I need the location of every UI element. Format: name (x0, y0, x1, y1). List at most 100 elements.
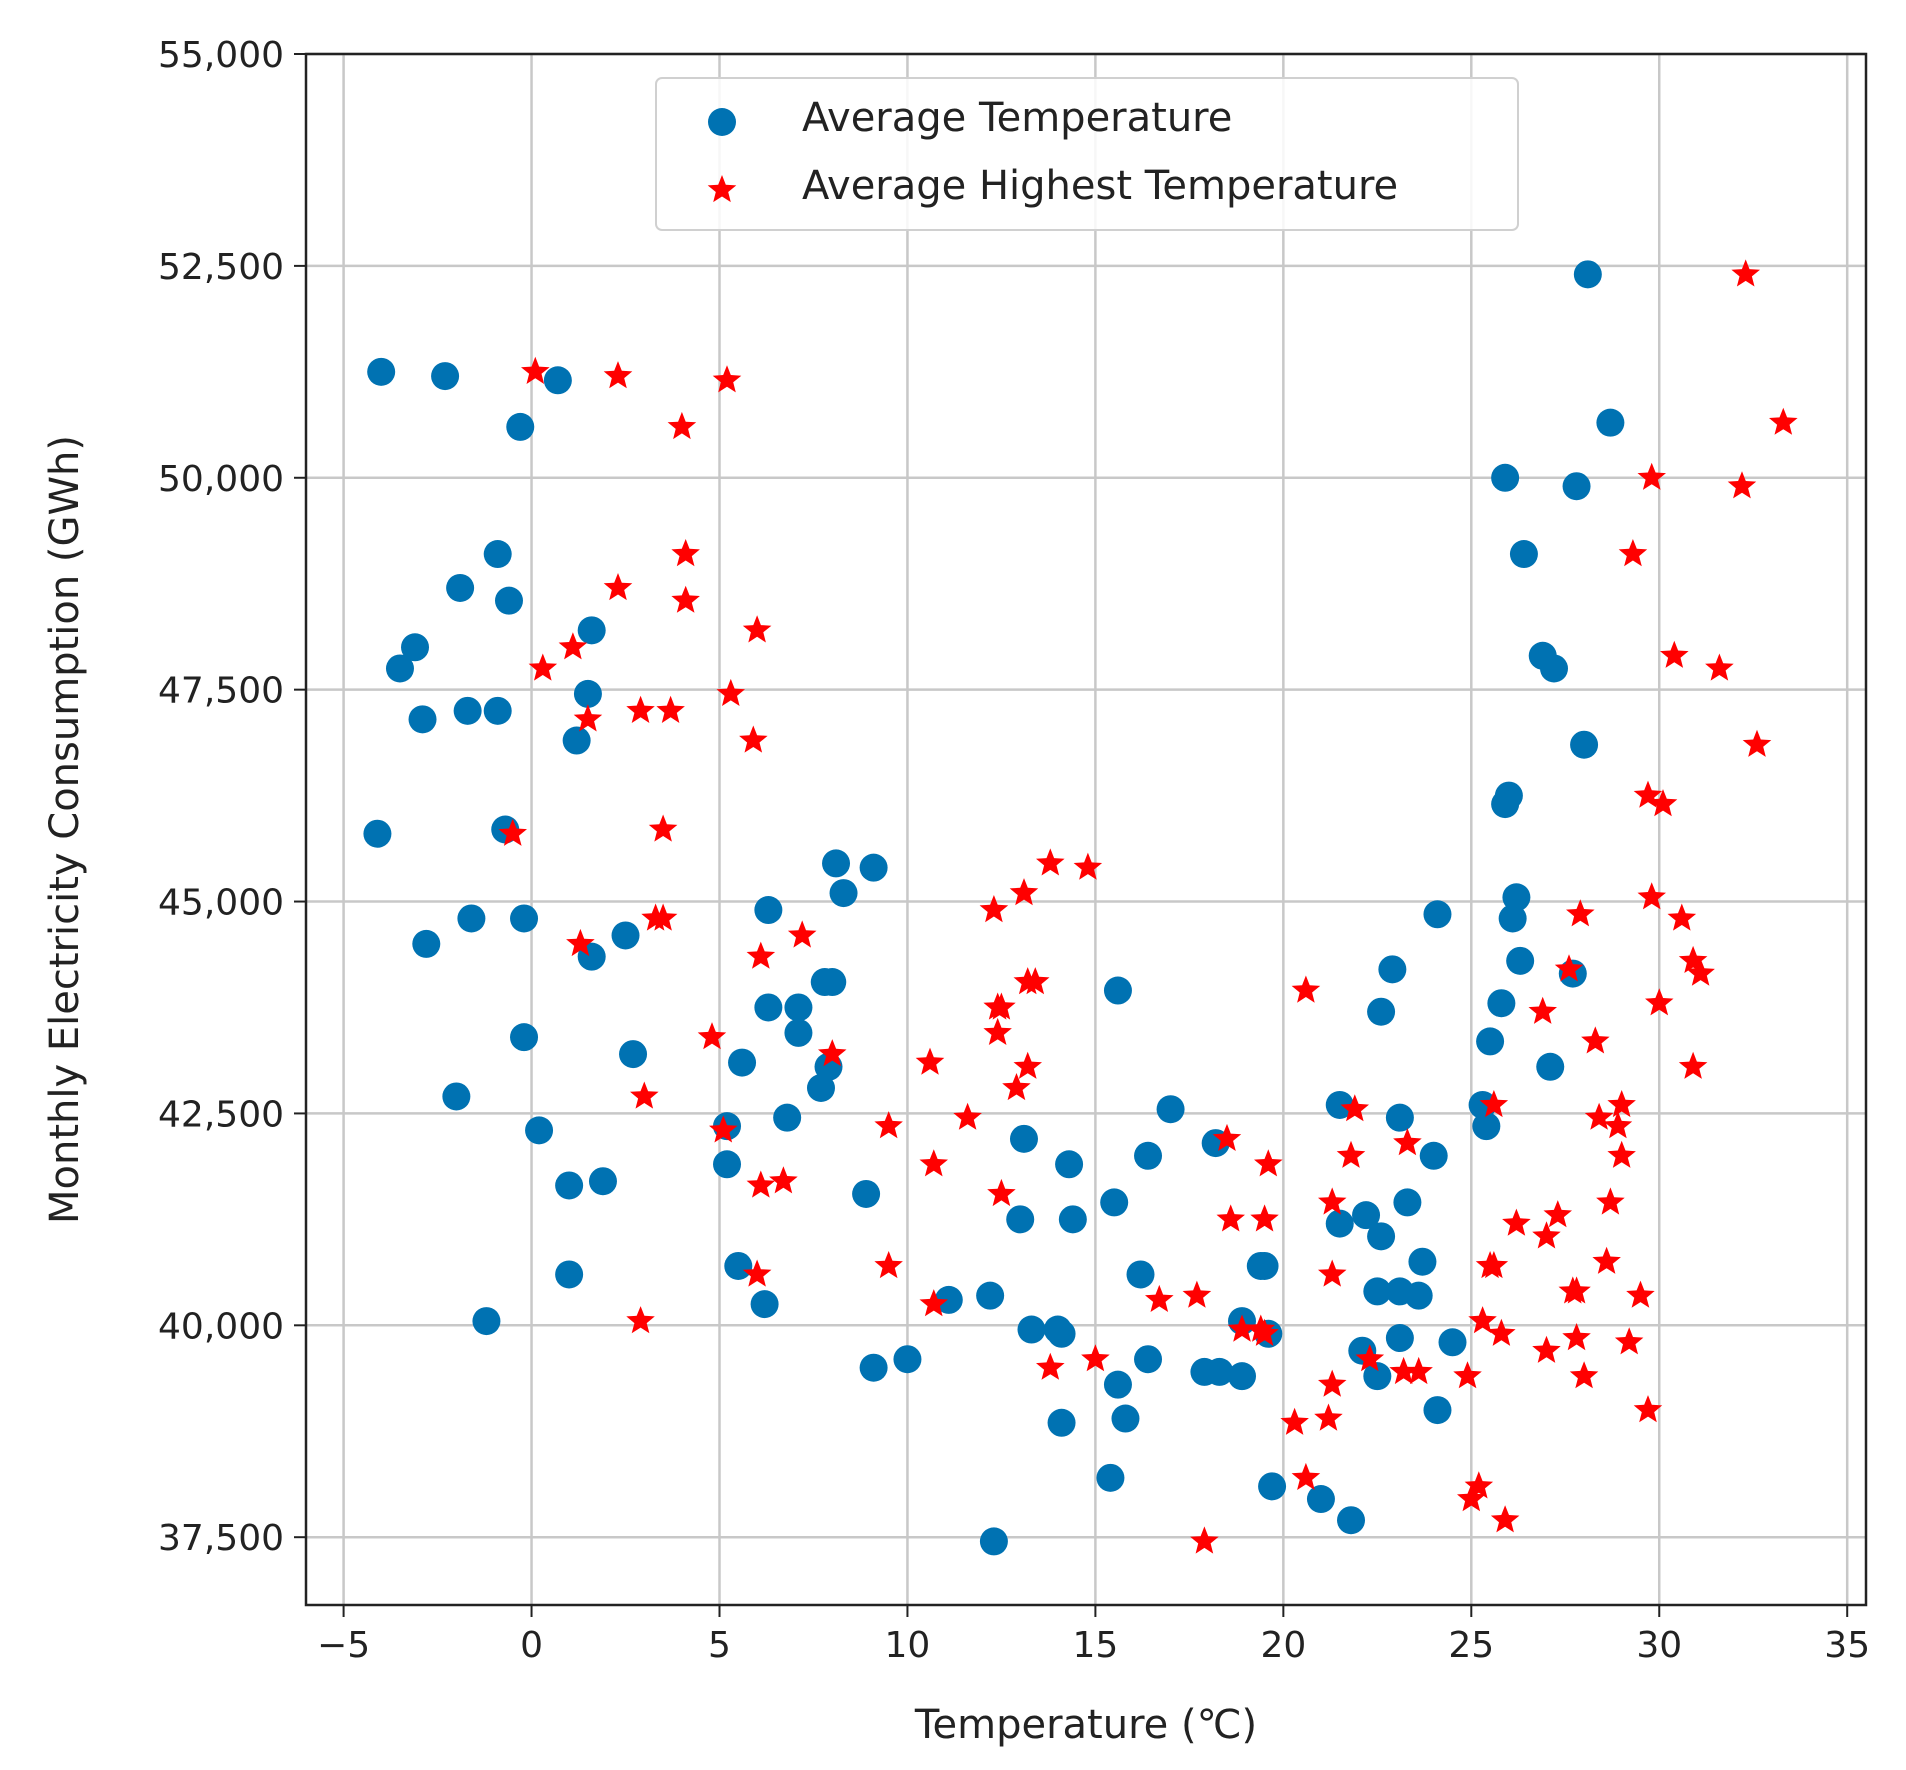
avg-temp-point (1103, 1370, 1132, 1399)
avg-high-temp-point (1002, 1073, 1031, 1101)
avg-temp-point (1156, 1095, 1185, 1124)
avg-high-temp-point (712, 365, 742, 393)
avg-temp-point (543, 366, 572, 395)
avg-temp-point (363, 819, 392, 848)
avg-high-temp-point (1036, 1352, 1065, 1380)
avg-temp-point (754, 896, 783, 925)
avg-temp-point (1502, 883, 1531, 912)
y-tick-label: 52,500 (158, 247, 284, 288)
avg-temp-point (859, 1353, 888, 1382)
avg-high-temp-point (648, 903, 678, 931)
avg-high-temp-point (1607, 1140, 1636, 1168)
avg-high-temp-point (1769, 407, 1798, 435)
avg-temp-point (446, 573, 475, 602)
avg-temp-point (1562, 472, 1591, 501)
avg-temp-point (1404, 1281, 1433, 1310)
avg-high-temp-point (987, 992, 1016, 1020)
avg-high-temp-point (1291, 975, 1321, 1003)
avg-temp-point (773, 1103, 802, 1132)
y-tick-label: 45,000 (158, 883, 284, 924)
x-tick-label: 5 (708, 1625, 731, 1666)
avg-temp-point (1540, 654, 1568, 683)
avg-temp-point (1043, 1315, 1072, 1344)
avg-high-temp-point (1081, 1344, 1110, 1372)
avg-temp-point (1419, 1141, 1448, 1170)
avg-high-temp-point (603, 573, 633, 601)
avg-high-temp-point (1393, 1128, 1422, 1156)
avg-temp-point (724, 1251, 753, 1280)
avg-temp-point (472, 1307, 501, 1336)
avg-high-temp-point (656, 695, 685, 723)
avg-high-temp-point (1532, 1221, 1561, 1249)
avg-temp-point (1408, 1247, 1437, 1276)
avg-high-temp-point (1318, 1259, 1347, 1287)
avg-high-temp-point (498, 818, 527, 846)
avg-high-temp-point (1389, 1356, 1418, 1385)
avg-high-temp-point (1453, 1361, 1482, 1389)
avg-high-temp-point (1592, 1246, 1621, 1274)
avg-temp-point (619, 1040, 648, 1069)
avg-high-temp-point (1626, 1280, 1655, 1308)
avg-temp-point (412, 929, 441, 958)
avg-temp-point (1509, 540, 1538, 569)
avg-temp-point (510, 1023, 539, 1052)
avg-high-temp-point (1502, 1208, 1531, 1236)
y-tick-label: 50,000 (158, 459, 284, 500)
legend-label-average-highest-temperature: Average Highest Temperature (802, 163, 1398, 209)
avg-high-temp-point (716, 678, 745, 706)
avg-high-temp-point (1479, 1090, 1509, 1118)
avg-temp-point (1491, 463, 1520, 492)
avg-high-temp-point (1562, 1276, 1591, 1304)
avg-high-temp-point (787, 920, 817, 948)
avg-high-temp-point (1250, 1204, 1279, 1232)
avg-temp-point (1017, 1315, 1046, 1344)
avg-high-temp-point (1318, 1187, 1347, 1215)
x-tick-label: 10 (885, 1625, 931, 1666)
x-tick-label: 15 (1072, 1625, 1118, 1666)
legend: Average Temperature Average Highest Temp… (655, 77, 1519, 231)
x-tick-label: 30 (1636, 1625, 1682, 1666)
y-tick-label: 55,000 (158, 35, 284, 76)
avg-high-temp-point (1678, 1051, 1708, 1079)
avg-temp-point (555, 1171, 584, 1200)
avg-high-temp-point (697, 1022, 727, 1050)
avg-temp-point (1306, 1485, 1335, 1514)
x-tick-label: −5 (317, 1625, 370, 1666)
avg-temp-point (453, 696, 482, 725)
avg-temp-point (1570, 730, 1599, 759)
avg-high-temp-point (1566, 899, 1595, 927)
avg-temp-point (859, 853, 888, 882)
avg-temp-point (1352, 1201, 1381, 1230)
avg-high-temp-point (626, 1306, 655, 1334)
avg-temp-point (1103, 976, 1132, 1005)
avg-high-temp-point (1021, 967, 1050, 995)
avg-high-temp-point (1667, 903, 1697, 931)
avg-temp-point (1363, 1362, 1392, 1391)
avg-temp-point (1055, 1150, 1084, 1179)
avg-high-temp-point (1468, 1306, 1497, 1334)
avg-high-temp-point (746, 941, 776, 969)
avg-temp-point (611, 921, 640, 950)
avg-high-temp-point (1013, 1051, 1042, 1079)
avg-high-temp-point (983, 1017, 1012, 1045)
avg-temp-point (1596, 408, 1625, 437)
avg-temp-point (442, 1082, 471, 1111)
avg-temp-point (494, 586, 523, 615)
avg-high-temp-point (1336, 1140, 1366, 1168)
avg-high-temp-point (1464, 1471, 1494, 1499)
avg-high-temp-point (1340, 1094, 1369, 1122)
avg-high-temp-point (1637, 462, 1666, 490)
avg-temp-point (728, 1048, 757, 1077)
avg-high-temp-point (521, 356, 550, 384)
avg-temp-point (483, 696, 512, 725)
avg-high-temp-point (1581, 1026, 1610, 1054)
avg-temp-point (1536, 1052, 1565, 1081)
avg-temp-point (1487, 989, 1516, 1018)
avg-high-temp-point (874, 1111, 903, 1139)
axis-ticks: −5 0 5 10 15 20 25 30 35 37,500 40,000 42,500 45,000… (158, 35, 1870, 1666)
avg-high-temp-point (979, 895, 1009, 923)
avg-temp-point (525, 1116, 554, 1145)
avg-high-temp-point (1596, 1187, 1625, 1215)
avg-temp-point (457, 904, 486, 933)
legend-box (655, 77, 1519, 231)
